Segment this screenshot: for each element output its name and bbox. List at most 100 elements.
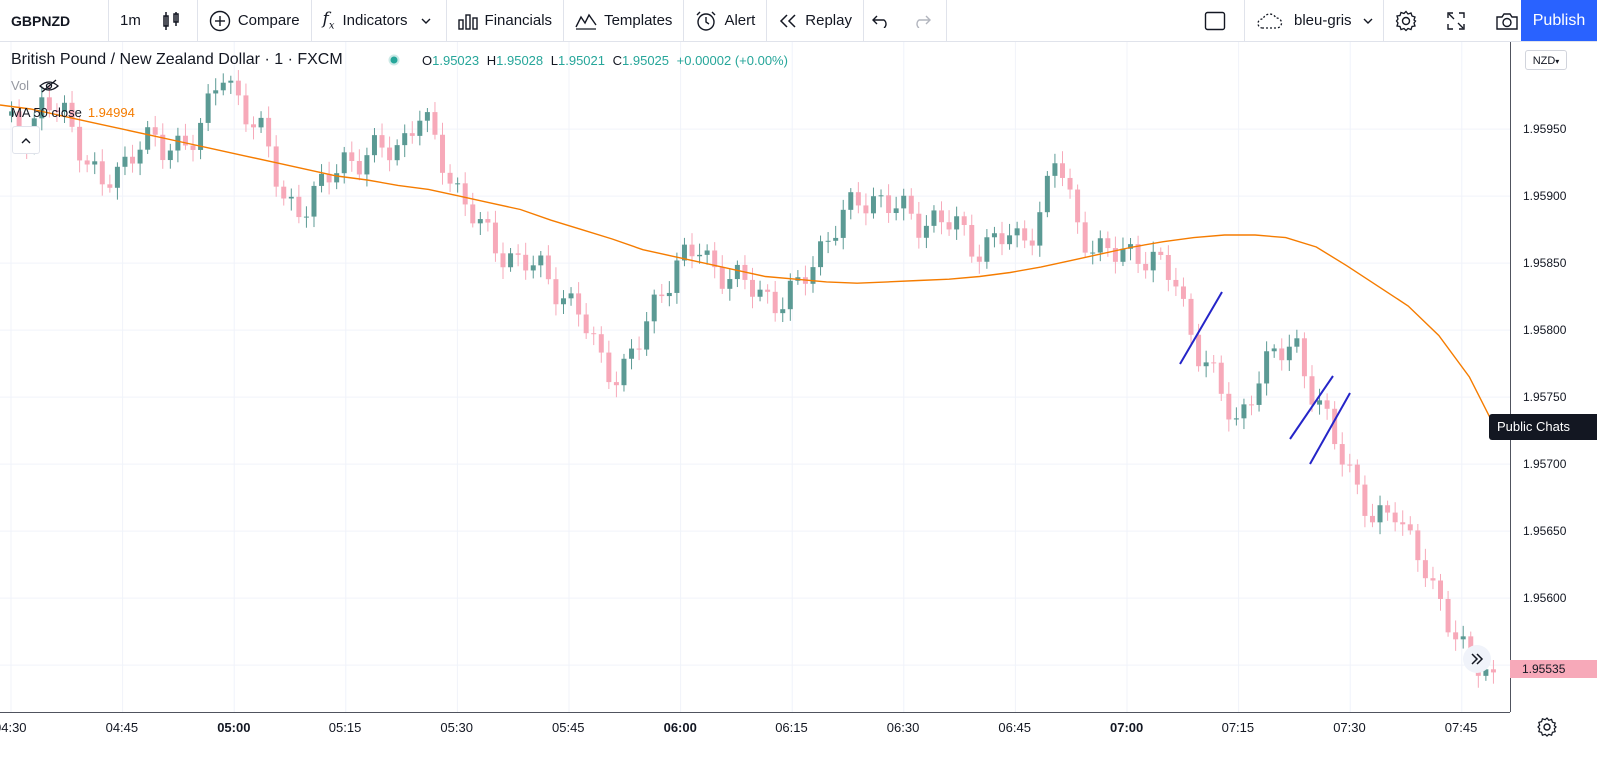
snapshot-button[interactable] (1484, 0, 1537, 41)
candle-down (765, 289, 771, 292)
publish-button[interactable]: Publish (1521, 0, 1597, 41)
last-price-label: 1.95535 (1510, 660, 1597, 678)
fullscreen-button[interactable] (1435, 0, 1484, 41)
candle-down (636, 348, 642, 350)
candle-up (1007, 235, 1013, 245)
trend-line-drawing (1289, 375, 1334, 440)
candle-down (379, 135, 385, 148)
candle-down (553, 279, 559, 305)
trend-line-drawing (1179, 291, 1223, 365)
high-value: 1.95028 (496, 53, 544, 68)
replay-label: Replay (805, 12, 852, 29)
candle-down (886, 195, 892, 214)
candle-down (1105, 238, 1111, 249)
candle-down (1022, 228, 1028, 241)
candle-down (500, 253, 506, 268)
candle-up (568, 293, 574, 299)
templates-button[interactable]: Templates (564, 0, 683, 41)
replay-button[interactable]: Replay (767, 0, 863, 41)
redo-button[interactable] (905, 0, 946, 41)
price-tick-label: 1.95750 (1523, 390, 1567, 405)
toolbar-divider (1382, 0, 1384, 41)
candle-down (613, 382, 619, 386)
candle-up (1037, 212, 1043, 246)
legend-collapse-button[interactable] (12, 126, 40, 154)
indicators-button[interactable]: fx Indicators (312, 0, 419, 41)
chevron-down-icon (421, 18, 431, 24)
candle-up (954, 216, 960, 230)
eye-hidden-icon[interactable] (39, 79, 60, 93)
compare-button[interactable]: Compare (198, 0, 311, 41)
candle-up (402, 133, 408, 146)
candle-down (492, 222, 498, 254)
low-value: 1.95021 (558, 53, 605, 68)
candle-down (1362, 484, 1368, 516)
volume-study-row[interactable]: Vol (11, 78, 60, 93)
open-key: O (422, 53, 433, 68)
currency-label: NZD (1532, 55, 1556, 67)
candle-up (1483, 669, 1489, 676)
undo-icon (871, 15, 887, 28)
undo-button[interactable] (864, 0, 905, 41)
toolbar-right-group: bleu-gris (1193, 0, 1537, 41)
candle-up (810, 267, 816, 284)
candle-down (107, 184, 113, 188)
double-chevron-right-icon (1471, 653, 1484, 665)
chart-settings-button[interactable] (1534, 714, 1560, 740)
candle-up (341, 152, 347, 174)
alert-button[interactable]: Alert (684, 0, 766, 41)
candle-down (1075, 189, 1081, 223)
candle-down (916, 213, 922, 238)
candles-icon (163, 11, 179, 30)
layout-button[interactable]: bleu-gris (1245, 0, 1383, 41)
candle-down (598, 334, 604, 353)
alarm-clock-icon (696, 11, 716, 31)
settings-button[interactable] (1384, 0, 1435, 41)
candle-up (848, 192, 854, 210)
candle-down (515, 253, 521, 255)
price-chart[interactable] (0, 42, 1510, 712)
candle-down (1082, 222, 1088, 253)
fullscreen-toggle-button[interactable] (1193, 0, 1244, 41)
candle-down (1347, 464, 1353, 466)
scroll-to-realtime-button[interactable] (1463, 645, 1491, 673)
candle-up (9, 111, 15, 116)
candle-down (16, 111, 22, 138)
currency-dropdown[interactable]: NZD▾ (1525, 50, 1567, 70)
symbol-title[interactable]: British Pound / New Zealand Dollar · 1 ·… (11, 51, 343, 68)
trend-line-drawing (1309, 392, 1351, 465)
interval-button[interactable]: 1m (109, 0, 152, 41)
candle-down (961, 216, 967, 226)
candle-down (409, 133, 415, 136)
candle-down (1112, 248, 1118, 262)
candle-up (825, 240, 831, 242)
candle-down (485, 219, 491, 223)
candle-up (364, 155, 370, 175)
public-chats-tooltip[interactable]: Public Chats (1489, 414, 1597, 440)
gear-icon (1537, 717, 1557, 737)
candle-down (659, 294, 665, 297)
symbol-search-button[interactable]: GBPNZD (0, 0, 108, 41)
chart-style-button[interactable] (152, 0, 197, 41)
financials-button[interactable]: Financials (447, 0, 564, 41)
time-axis[interactable]: 04:30 04:45 05:00 05:15 05:30 05:45 06:00 06:15… (0, 712, 1510, 757)
candle-down (946, 222, 952, 230)
time-tick-label: 07:45 (1444, 720, 1478, 735)
price-axis[interactable]: 1.95950 1.95900 1.95850 1.95800 1.95750 1.957… (1510, 42, 1597, 712)
candle-up (288, 196, 294, 199)
toolbar-divider (862, 0, 864, 41)
candle-down (1029, 240, 1035, 246)
candle-down (69, 102, 75, 127)
indicator-templates-dropdown[interactable] (419, 0, 446, 41)
chart-pane[interactable] (0, 42, 1510, 712)
candle-up (1150, 251, 1156, 271)
time-tick-label: 06:30 (886, 720, 920, 735)
candle-up (840, 209, 846, 238)
ma-study-row[interactable]: MA 50 close 1.94994 (11, 105, 135, 120)
close-key: C (612, 53, 623, 68)
candle-down (1438, 580, 1444, 599)
time-tick-label: 06:45 (998, 720, 1031, 735)
candle-up (1044, 175, 1050, 213)
candle-down (447, 172, 453, 184)
candle-down (349, 152, 355, 161)
